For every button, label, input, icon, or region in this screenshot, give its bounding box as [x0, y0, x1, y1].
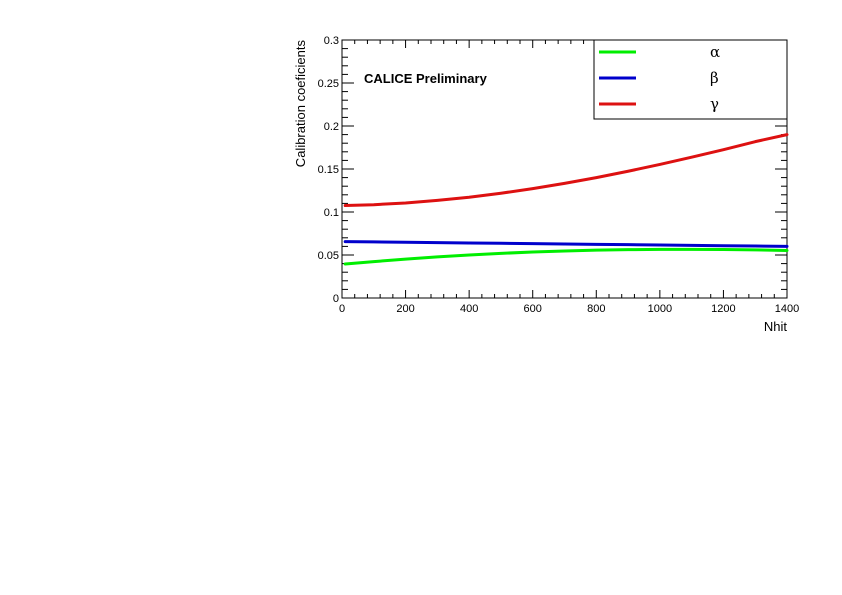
y-tick-label: 0.25	[318, 78, 339, 90]
y-axis-title: Calibration coeficients	[293, 40, 308, 168]
x-tick-label: 200	[396, 303, 414, 315]
y-tick-label: 0.3	[324, 35, 339, 47]
y-tick-label: 0.1	[324, 207, 339, 219]
x-tick-label: 0	[339, 303, 345, 315]
x-tick-label: 800	[587, 303, 605, 315]
chart-annotation: CALICE Preliminary	[364, 71, 488, 86]
series-line-1	[343, 247, 789, 266]
x-tick-label: 600	[524, 303, 542, 315]
series-line-2	[343, 240, 789, 248]
series-lines	[343, 133, 789, 266]
x-axis-title: Nhit	[764, 319, 788, 334]
legend-label: β	[710, 69, 719, 87]
legend-label: γ	[710, 95, 719, 113]
series-line-3	[343, 133, 789, 208]
x-tick-label: 1200	[711, 303, 735, 315]
x-tick-label: 1000	[648, 303, 672, 315]
y-tick-label: 0	[333, 293, 339, 305]
y-tick-label: 0.15	[318, 164, 339, 176]
legend: αβγ	[593, 39, 788, 120]
legend-label: α	[710, 43, 720, 61]
y-tick-label: 0.2	[324, 121, 339, 133]
x-tick-label: 1400	[775, 303, 799, 315]
x-tick-label: 400	[460, 303, 478, 315]
y-tick-label: 0.05	[318, 250, 339, 262]
